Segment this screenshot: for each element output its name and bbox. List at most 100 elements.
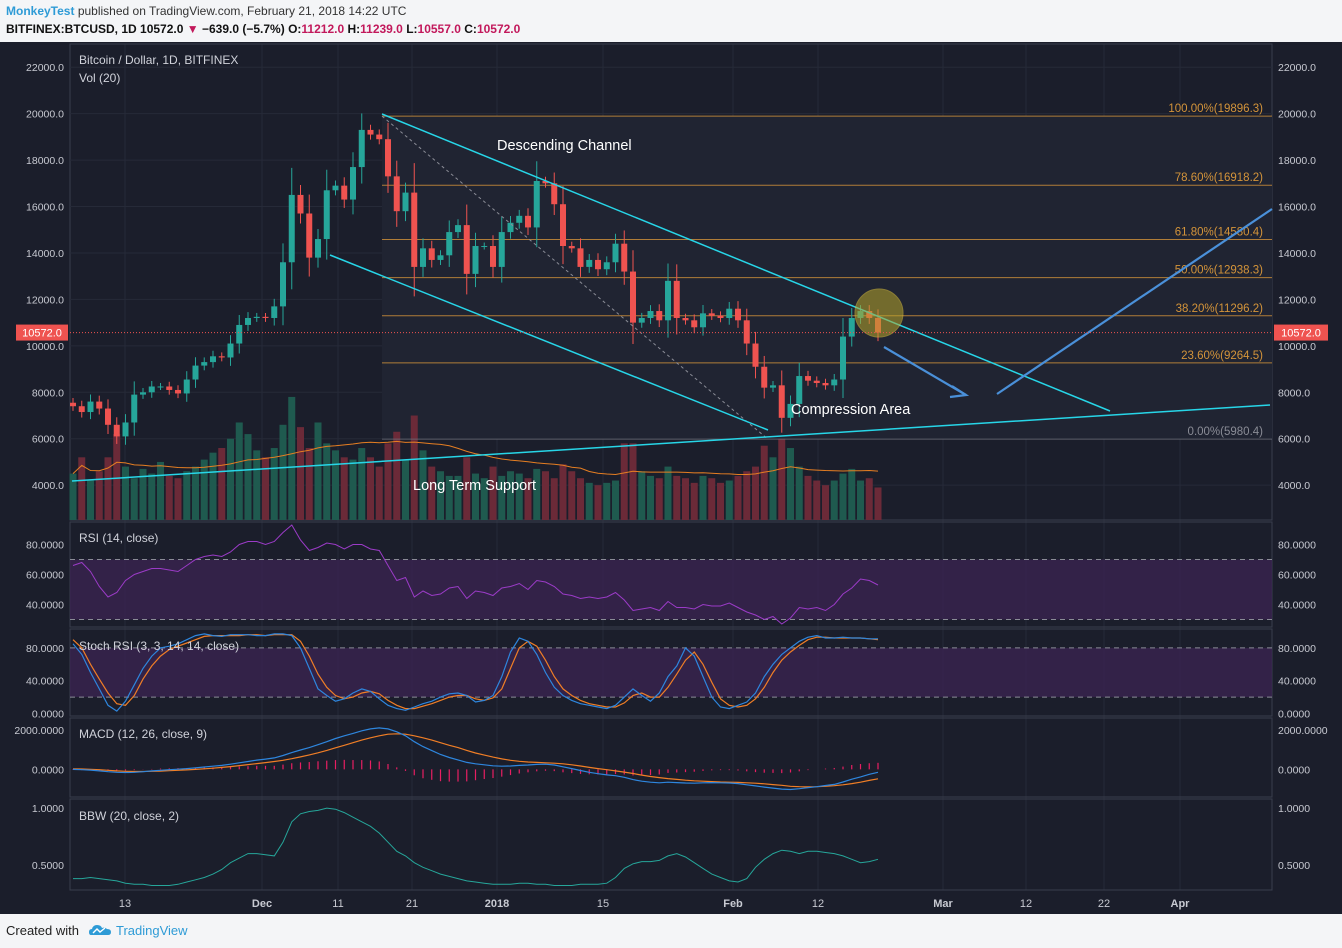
- chart-area[interactable]: 100.00%(19896.3) 78.60%(16918.2) 61.80%(14…: [0, 42, 1342, 914]
- volume-bar: [209, 452, 217, 520]
- volume-bar: [550, 478, 558, 520]
- candle: [183, 379, 190, 394]
- volume-bar: [218, 448, 226, 520]
- arrow-head-icon: [949, 385, 970, 399]
- volume-bar: [603, 482, 611, 520]
- candle: [306, 213, 313, 258]
- bbw-line: [73, 807, 879, 886]
- stoch-k-line: [72, 633, 878, 712]
- symbol-info: BITFINEX:BTCUSD, 1D 10572.0 ▼ −639.0 (−5…: [6, 22, 520, 36]
- author-link[interactable]: MonkeyTest: [6, 4, 75, 18]
- volume-bar: [69, 473, 77, 520]
- volume-bar: [585, 482, 593, 520]
- candle: [761, 366, 768, 388]
- volume-bar: [498, 475, 506, 520]
- candle: [245, 317, 251, 325]
- candle: [367, 129, 374, 135]
- volume-bar: [148, 473, 156, 520]
- volume-bar: [200, 459, 208, 520]
- candle: [796, 376, 803, 404]
- price-y-tick-right: 4000.0: [1278, 480, 1310, 492]
- candle: [691, 320, 698, 328]
- volume-bar: [734, 475, 742, 520]
- candle: [848, 317, 855, 337]
- volume-bar: [367, 457, 374, 520]
- candle: [140, 392, 146, 395]
- candle: [743, 320, 750, 344]
- volume-bar: [358, 448, 366, 520]
- fib-level-label: 23.60%(9264.5): [1181, 350, 1263, 362]
- fib-level-label: 0.00%(5980.4): [1188, 426, 1264, 438]
- candle: [577, 248, 584, 267]
- last-price-tag-right: [1274, 324, 1328, 341]
- candle: [297, 194, 304, 214]
- candle: [70, 402, 76, 407]
- candle: [507, 222, 514, 233]
- rsi-line: [72, 524, 879, 625]
- volume-bar: [472, 473, 479, 520]
- candle: [210, 356, 216, 363]
- candle: [96, 401, 103, 409]
- close-label: C:: [464, 22, 477, 36]
- stoch-d-line: [72, 634, 879, 710]
- compression-area-label: Compression Area: [791, 402, 911, 418]
- rsi-y-tick-left: 40.0000: [26, 600, 64, 612]
- bbw-y-tick-left: 0.5000: [32, 860, 64, 872]
- volume-bar: [515, 473, 523, 520]
- bbw-y-tick-right: 1.0000: [1278, 803, 1310, 815]
- volume-bar: [769, 457, 777, 520]
- x-axis-tick: 2018: [485, 898, 509, 910]
- candle: [490, 246, 496, 267]
- open-value: 11212.0: [301, 22, 345, 36]
- volume-bar: [130, 478, 138, 520]
- candle: [656, 311, 663, 321]
- last-price-label-right: 10572.0: [1281, 328, 1321, 340]
- descending-channel-label: Descending Channel: [497, 138, 632, 154]
- price-y-tick-right: 12000.0: [1278, 294, 1316, 306]
- volume-bar: [857, 480, 864, 520]
- candle: [525, 215, 531, 228]
- bbw-y-tick-right: 0.5000: [1278, 860, 1310, 872]
- candle: [481, 246, 488, 248]
- volume-bar: [682, 478, 689, 520]
- candle: [533, 180, 540, 228]
- last-price: 10572.0: [140, 22, 184, 36]
- volume-bar: [533, 468, 541, 520]
- rsi-y-tick-right: 80.0000: [1278, 540, 1316, 552]
- stoch-y-tick-left: 40.0000: [26, 676, 64, 688]
- tradingview-link[interactable]: TradingView: [116, 923, 188, 938]
- volume-bar: [262, 457, 269, 520]
- volume-bar: [227, 438, 234, 520]
- price-y-tick-left: 12000.0: [26, 294, 64, 306]
- volume-bar: [620, 443, 628, 520]
- bbw-pane-title: BBW (20, close, 2): [79, 809, 179, 823]
- volume-bar: [778, 438, 786, 520]
- highlight-circle: [854, 288, 904, 338]
- volume-bar: [332, 450, 339, 520]
- candle: [376, 134, 383, 140]
- publish-info: MonkeyTest published on TradingView.com,…: [6, 4, 406, 18]
- x-axis-tick: 11: [332, 898, 343, 910]
- volume-bar: [253, 450, 261, 520]
- volume-bar: [104, 457, 112, 520]
- candle: [831, 379, 838, 386]
- volume-bar: [708, 478, 716, 520]
- volume-bar: [235, 422, 243, 520]
- long-term-support-label: Long Term Support: [413, 478, 536, 494]
- volume-bar: [752, 466, 759, 520]
- volume-bar: [410, 415, 418, 520]
- price-y-tick-left: 20000.0: [26, 109, 64, 121]
- high-label: H:: [347, 22, 361, 36]
- volume-bar: [340, 457, 348, 520]
- price-y-tick-right: 10000.0: [1278, 341, 1316, 353]
- x-axis-tick: 12: [812, 898, 824, 910]
- volume-bar: [568, 471, 576, 520]
- candle: [770, 385, 776, 388]
- candle: [708, 313, 715, 316]
- macd-line: [72, 727, 879, 791]
- candle: [665, 280, 671, 321]
- candle: [700, 313, 706, 328]
- volume-bar: [839, 473, 847, 520]
- candle: [113, 424, 120, 437]
- candle: [218, 356, 225, 358]
